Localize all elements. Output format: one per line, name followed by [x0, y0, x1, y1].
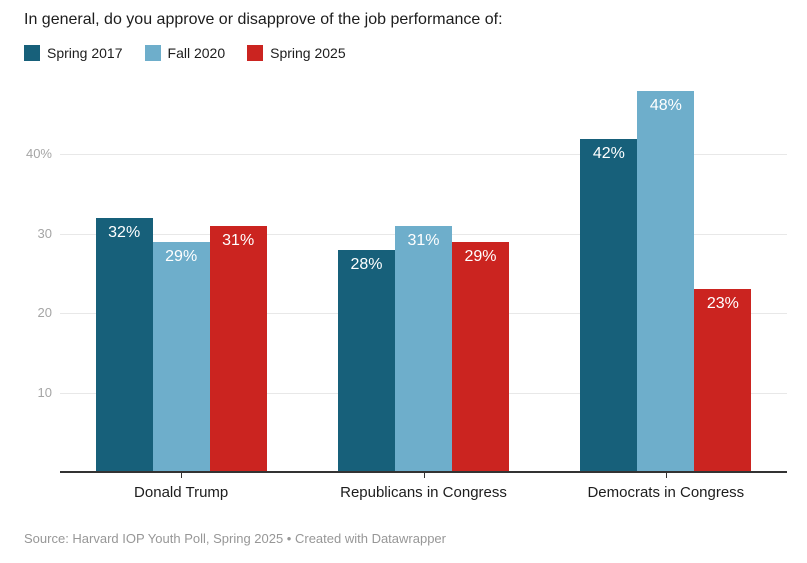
legend-label: Spring 2017 — [47, 45, 123, 61]
axis-tick — [665, 472, 667, 478]
bar-value-label: 29% — [464, 247, 497, 265]
legend-label: Spring 2025 — [270, 45, 346, 61]
bar-value-label: 32% — [108, 223, 141, 241]
source-note: Source: Harvard IOP Youth Poll, Spring 2… — [24, 531, 446, 546]
legend-swatch — [24, 45, 40, 61]
x-axis-label: Republicans in Congress — [340, 484, 507, 501]
chart-title: In general, do you approve or disapprove… — [24, 11, 503, 28]
bar-value-label: 48% — [649, 96, 682, 114]
bar-value-label: 23% — [706, 295, 739, 313]
bar[interactable]: 31% — [395, 225, 452, 472]
legend-item: Fall 2020 — [144, 45, 226, 61]
bar[interactable]: 29% — [152, 241, 210, 472]
legend-item: Spring 2017 — [24, 45, 123, 61]
bar-value-label: 29% — [165, 247, 198, 265]
bar-value-label: 31% — [222, 231, 255, 249]
legend-item: Spring 2025 — [247, 45, 346, 61]
bar[interactable]: 31% — [209, 225, 267, 472]
y-axis-tick-label: 40% — [25, 146, 52, 162]
baseline-axis — [60, 471, 787, 473]
x-axis-label: Democrats in Congress — [587, 484, 745, 501]
bar-value-label: 42% — [592, 144, 625, 162]
bar[interactable]: 32% — [95, 217, 153, 472]
axis-tick — [423, 472, 425, 478]
legend-swatch — [144, 45, 161, 61]
bar[interactable]: 28% — [338, 249, 395, 472]
legend: Spring 2017 Fall 2020 Spring 2025 — [24, 45, 346, 61]
bar[interactable]: 29% — [452, 241, 509, 472]
legend-label: Fall 2020 — [167, 45, 226, 61]
bar[interactable]: 42% — [580, 138, 638, 472]
bar[interactable]: 23% — [694, 289, 752, 472]
axis-tick — [181, 472, 183, 478]
bar-value-label: 28% — [350, 255, 383, 273]
y-axis-tick-label: 20 — [37, 305, 52, 321]
y-axis-tick-label: 10 — [37, 384, 52, 400]
y-axis-tick-label: 30 — [37, 225, 52, 241]
legend-swatch — [247, 45, 264, 61]
bar-value-label: 31% — [407, 231, 440, 249]
gridline — [60, 154, 787, 156]
x-axis-label: Donald Trump — [134, 484, 229, 501]
bar[interactable]: 48% — [637, 90, 695, 472]
